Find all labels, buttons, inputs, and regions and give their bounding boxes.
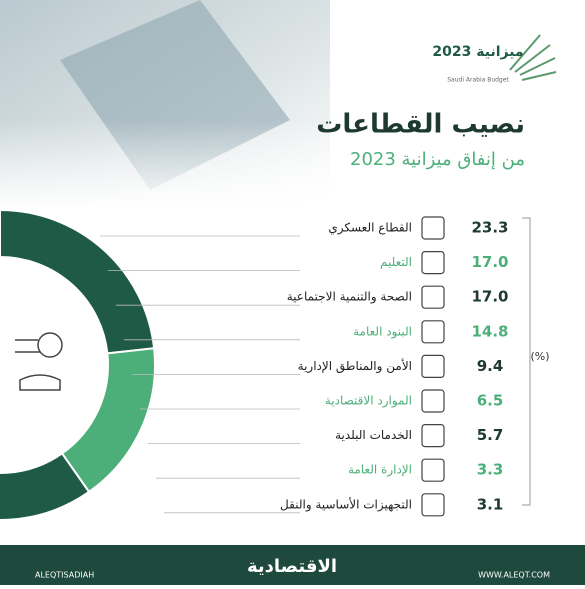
value-label: 9.4	[477, 357, 504, 375]
footer-brand: الاقتصادية	[247, 556, 337, 577]
sector-label: الأمن والمناطق الإدارية	[298, 358, 412, 374]
logo: ميزانية 2023	[432, 44, 523, 60]
sector-label: الصحة والتنمية الاجتماعية	[287, 290, 412, 305]
footer-social: ALEQTISADIAH	[35, 571, 94, 580]
sector-label: الموارد الاقتصادية	[325, 394, 412, 409]
sector-label: التجهيزات الأساسية والنقل	[280, 496, 412, 512]
value-label: 3.3	[477, 461, 504, 479]
footer-site: WWW.ALEQT.COM	[478, 571, 550, 580]
value-label: 17.0	[471, 253, 508, 271]
value-label: 17.0	[471, 288, 508, 306]
value-label: 14.8	[471, 322, 508, 340]
sector-label: البنود العامة	[353, 324, 412, 339]
value-label: 5.7	[477, 426, 504, 444]
logo-sub: Saudi Arabia Budget	[447, 77, 509, 84]
photo-fade	[0, 120, 330, 210]
unit: (%)	[530, 350, 549, 363]
title: نصيب القطاعات	[316, 110, 525, 140]
value-label: 6.5	[477, 392, 504, 410]
value-label: 23.3	[471, 219, 508, 237]
subtitle: من إنفاق ميزانية 2023	[350, 149, 525, 170]
value-label: 3.1	[477, 495, 504, 513]
sector-label: القطاع العسكري	[328, 221, 412, 236]
sector-label: الخدمات البلدية	[335, 428, 412, 442]
sector-label: التعليم	[380, 255, 412, 269]
sector-label: الإدارة العامة	[348, 463, 412, 478]
